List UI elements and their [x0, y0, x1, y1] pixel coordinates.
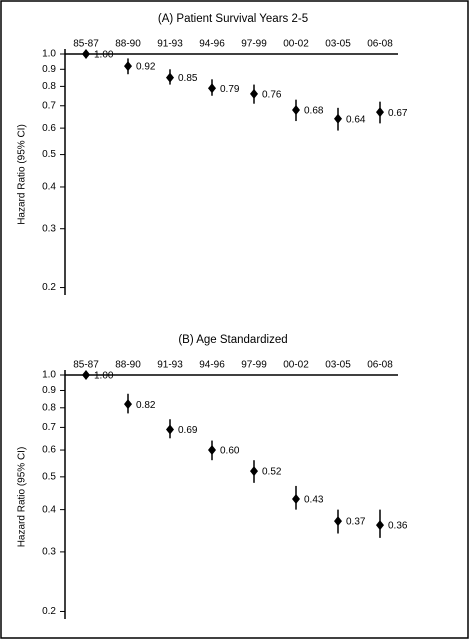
data-label: 0.43 — [304, 495, 324, 506]
y-tick-label: 0.4 — [42, 182, 56, 193]
point — [292, 104, 300, 115]
data-label: 0.79 — [220, 84, 240, 95]
y-tick-label: 0.3 — [42, 547, 56, 558]
chart-title: (B) Age Standardized — [178, 334, 287, 346]
point — [334, 113, 342, 124]
point — [166, 424, 174, 435]
chart-title: (A) Patient Survival Years 2-5 — [158, 13, 308, 25]
point — [376, 520, 384, 531]
point — [124, 61, 132, 72]
data-label: 0.60 — [220, 446, 240, 457]
y-tick-label: 0.6 — [42, 123, 56, 134]
point — [208, 445, 216, 456]
y-tick-label: 0.5 — [42, 471, 56, 482]
point — [82, 370, 90, 380]
y-tick-label: 0.7 — [42, 422, 56, 433]
x-tick-label: 91-93 — [157, 360, 183, 371]
x-tick-label: 91-93 — [157, 39, 183, 50]
x-tick-label: 85-87 — [73, 39, 99, 50]
point — [124, 399, 132, 410]
y-tick-label: 0.9 — [42, 385, 56, 396]
x-tick-label: 88-90 — [115, 39, 141, 50]
data-label: 0.76 — [262, 89, 282, 100]
point — [208, 83, 216, 94]
data-label: 0.92 — [136, 62, 156, 73]
point — [82, 49, 90, 59]
y-tick-label: 0.8 — [42, 81, 56, 92]
data-label: 0.68 — [304, 106, 324, 117]
x-tick-label: 97-99 — [241, 39, 267, 50]
point — [166, 72, 174, 83]
x-tick-label: 03-05 — [325, 39, 351, 50]
y-tick-label: 1.0 — [42, 370, 56, 381]
x-tick-label: 06-08 — [367, 39, 393, 50]
point — [250, 466, 258, 477]
y-tick-label: 0.8 — [42, 402, 56, 413]
x-tick-label: 88-90 — [115, 360, 141, 371]
y-tick-label: 0.9 — [42, 64, 56, 75]
x-tick-label: 00-02 — [283, 39, 309, 50]
data-label: 0.36 — [388, 521, 408, 532]
y-tick-label: 0.5 — [42, 149, 56, 160]
x-tick-label: 94-96 — [199, 360, 225, 371]
point — [376, 107, 384, 118]
x-tick-label: 03-05 — [325, 360, 351, 371]
point — [250, 88, 258, 99]
data-label: 0.85 — [178, 73, 198, 84]
data-label: 0.37 — [346, 517, 366, 528]
x-tick-label: 94-96 — [199, 39, 225, 50]
x-tick-label: 85-87 — [73, 360, 99, 371]
data-label: 0.64 — [346, 114, 366, 125]
data-label: 0.67 — [388, 108, 408, 119]
y-tick-label: 0.3 — [42, 223, 56, 234]
y-axis-label: Hazard Ratio (95% CI) — [17, 124, 28, 225]
data-label: 0.69 — [178, 425, 198, 436]
data-label: 0.52 — [262, 467, 282, 478]
point — [292, 493, 300, 504]
y-axis-label: Hazard Ratio (95% CI) — [17, 447, 28, 548]
y-tick-label: 0.4 — [42, 504, 56, 515]
x-tick-label: 06-08 — [367, 360, 393, 371]
point — [334, 516, 342, 527]
y-tick-label: 0.2 — [42, 282, 56, 293]
data-label: 0.82 — [136, 400, 156, 411]
y-tick-label: 1.0 — [42, 49, 56, 60]
y-tick-label: 0.6 — [42, 445, 56, 456]
y-tick-label: 0.7 — [42, 100, 56, 111]
y-tick-label: 0.2 — [42, 606, 56, 617]
data-label: 1.00 — [94, 371, 114, 382]
data-label: 1.00 — [94, 50, 114, 61]
x-tick-label: 00-02 — [283, 360, 309, 371]
x-tick-label: 97-99 — [241, 360, 267, 371]
